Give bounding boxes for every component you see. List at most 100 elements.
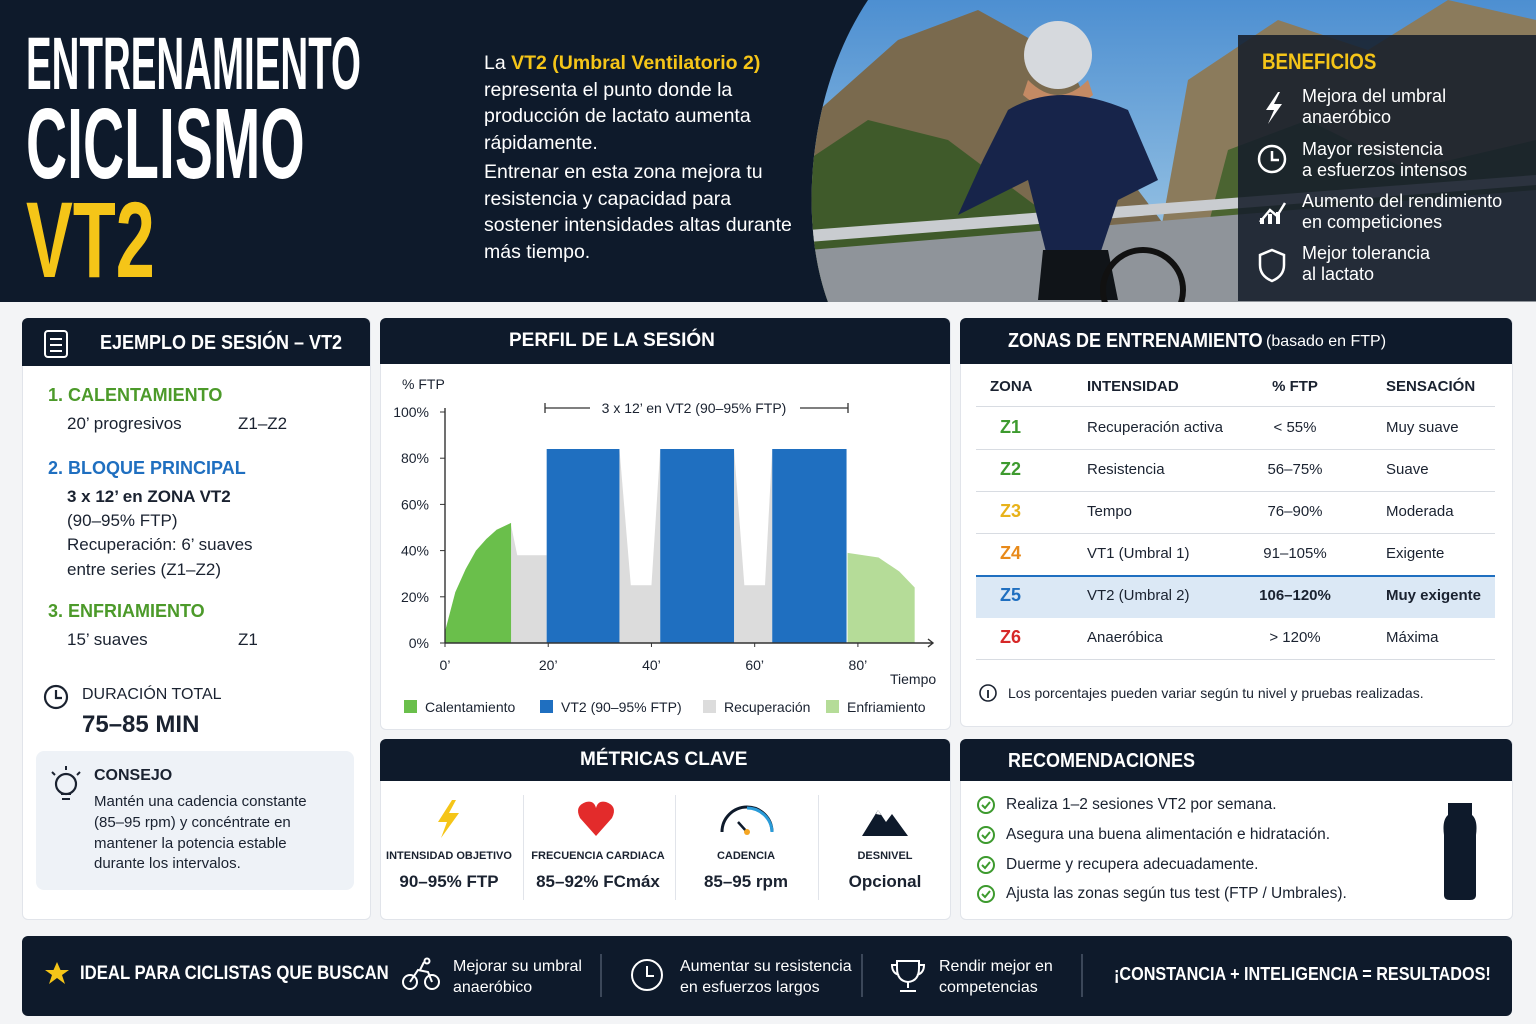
- zone-code: Z5: [1000, 585, 1022, 606]
- legend-swatch: [703, 700, 716, 713]
- legend-swatch: [404, 700, 417, 713]
- footer-item: Rendir mejor en: [939, 958, 1053, 976]
- zone-cell: Suave: [1386, 461, 1429, 478]
- zone-cell: Máxima: [1386, 629, 1439, 646]
- metric-label: DESNIVEL: [857, 850, 913, 863]
- duration-label: DURACIÓN TOTAL: [82, 686, 222, 704]
- x-tick-label: 60’: [745, 657, 764, 673]
- footer-band: [22, 936, 1512, 1016]
- legend-swatch: [540, 700, 553, 713]
- footer-item: competencias: [939, 979, 1038, 997]
- zones-header: INTENSIDAD: [1087, 378, 1179, 395]
- y-tick-label: 100%: [393, 404, 429, 420]
- rec-item: Ajusta las zonas según tus test (FTP / U…: [1006, 884, 1347, 902]
- tip-box: [36, 751, 354, 890]
- x-axis: [445, 638, 935, 648]
- profile-header: [380, 318, 950, 364]
- profile-chart: 0% 20% 40% 60% 80% 100% 0’ 20’ 40’ 60’ 80’ % FTP Tie…: [393, 376, 936, 715]
- legend-label: VT2 (90–95% FTP): [561, 699, 682, 715]
- tip-line: mantener la potencia estable: [94, 834, 287, 852]
- benefit-text: Aumento del rendimiento: [1302, 191, 1503, 212]
- y-tick-label: 60%: [401, 496, 429, 512]
- metrics-header: [380, 739, 950, 781]
- step-line: (90–95% FTP): [67, 511, 178, 531]
- legend-label: Enfriamiento: [847, 699, 926, 715]
- step-line: Recuperación: 6’ suaves: [67, 535, 253, 555]
- row-rule: [976, 659, 1495, 660]
- x-tick-label: 80’: [849, 657, 868, 673]
- zones-title: ZONAS DE ENTRENAMIENTO: [1008, 330, 1263, 352]
- footer-item: anaeróbico: [453, 979, 533, 997]
- session-header: [22, 318, 370, 366]
- zone-cell: Recuperación activa: [1087, 419, 1223, 436]
- zone-cell: Moderada: [1386, 503, 1454, 520]
- step-line: 15’ suaves: [67, 629, 148, 649]
- zones-header: % FTP: [1272, 378, 1318, 395]
- footer-slogan: ¡CONSTANCIA + INTELIGENCIA = RESULTADOS!: [1114, 964, 1491, 985]
- rec-item: Asegura una buena alimentación e hidrata…: [1006, 825, 1331, 843]
- x-tick-label: 40’: [642, 657, 661, 673]
- y-axis-label: % FTP: [402, 376, 445, 392]
- step-title: 2. BLOQUE PRINCIPAL: [48, 458, 246, 479]
- benefit-text: Mejor tolerancia: [1302, 243, 1431, 264]
- metric-value: 90–95% FTP: [399, 871, 499, 891]
- benefit-text: anaeróbico: [1302, 107, 1392, 128]
- zone-cell: Anaeróbica: [1087, 629, 1163, 646]
- zone-cell: > 120%: [1269, 629, 1321, 646]
- metric-divider: [523, 795, 524, 900]
- step-title: 1. CALENTAMIENTO: [48, 385, 223, 406]
- zone-cell: VT2 (Umbral 2): [1087, 587, 1190, 604]
- zones-header: ZONA: [990, 378, 1033, 395]
- zone-code: Z6: [1000, 627, 1022, 648]
- footer-item: en esfuerzos largos: [680, 979, 820, 997]
- metric-label: FRECUENCIA CARDIACA: [531, 850, 665, 863]
- chart-title: PERFIL DE LA SESIÓN: [509, 329, 715, 351]
- session-title: EJEMPLO DE SESIÓN – VT2: [100, 332, 343, 354]
- step-line: 3 x 12’ en ZONA VT2: [67, 486, 231, 506]
- annotation: 3 x 12’ en VT2 (90–95% FTP): [602, 400, 787, 416]
- zone-code: Z3: [1000, 501, 1022, 522]
- zone-cell: < 55%: [1273, 419, 1317, 436]
- intro-paragraph: Entrenar en esta zona mejora tu resisten…: [484, 159, 802, 265]
- zone-cell: 91–105%: [1263, 545, 1327, 562]
- intro-text: Entrenar en esta zona mejora tu resisten…: [484, 161, 792, 263]
- legend-swatch: [826, 700, 839, 713]
- highlight-row: [976, 575, 1495, 618]
- zone-code: Z1: [1000, 417, 1022, 438]
- zone-cell: Resistencia: [1087, 461, 1165, 478]
- benefit-text: al lactato: [1302, 264, 1375, 285]
- zone-cell: Tempo: [1087, 503, 1133, 520]
- zones-panel: [960, 318, 1513, 727]
- rec-item: Duerme y recupera adecuadamente.: [1006, 855, 1259, 873]
- footer-item: Mejorar su umbral: [453, 958, 582, 976]
- step-line: 20’ progresivos: [67, 413, 182, 433]
- row-rule: [976, 449, 1495, 450]
- intro-text: La: [484, 52, 512, 74]
- tip-line: Mantén una cadencia constante: [94, 793, 307, 810]
- row-rule: [976, 533, 1495, 534]
- metric-value: 85–92% FCmáx: [536, 871, 660, 891]
- benefit-text: en competiciones: [1302, 212, 1443, 233]
- intro-paragraph: La VT2 (Umbral Ventilatorio 2) represent…: [484, 50, 802, 156]
- intro-text: VT2 (Umbral Ventilatorio 2): [511, 52, 761, 74]
- legend-label: Calentamiento: [425, 699, 515, 715]
- metric-divider: [818, 795, 819, 900]
- footer-item: Aumentar su resistencia: [680, 958, 852, 976]
- benefits-box: [1238, 35, 1536, 301]
- zones-header: [960, 318, 1512, 364]
- zone-cell: 76–90%: [1267, 503, 1323, 520]
- zone-code: Z2: [1000, 459, 1022, 480]
- recs-title: RECOMENDACIONES: [1008, 750, 1196, 772]
- recs-header: [960, 739, 1512, 781]
- rec-item: Realiza 1–2 sesiones VT2 por semana.: [1006, 795, 1277, 813]
- metric-label: INTENSIDAD OBJETIVO: [386, 850, 512, 863]
- benefit-text: Mayor resistencia: [1302, 139, 1444, 160]
- legend-label: Recuperación: [724, 699, 810, 715]
- step-zone: Z1: [238, 629, 258, 649]
- duration-value: 75–85 MIN: [82, 710, 200, 738]
- benefit-text: a esfuerzos intensos: [1302, 160, 1468, 181]
- zones-note: Los porcentajes pueden variar según tu n…: [1008, 684, 1424, 701]
